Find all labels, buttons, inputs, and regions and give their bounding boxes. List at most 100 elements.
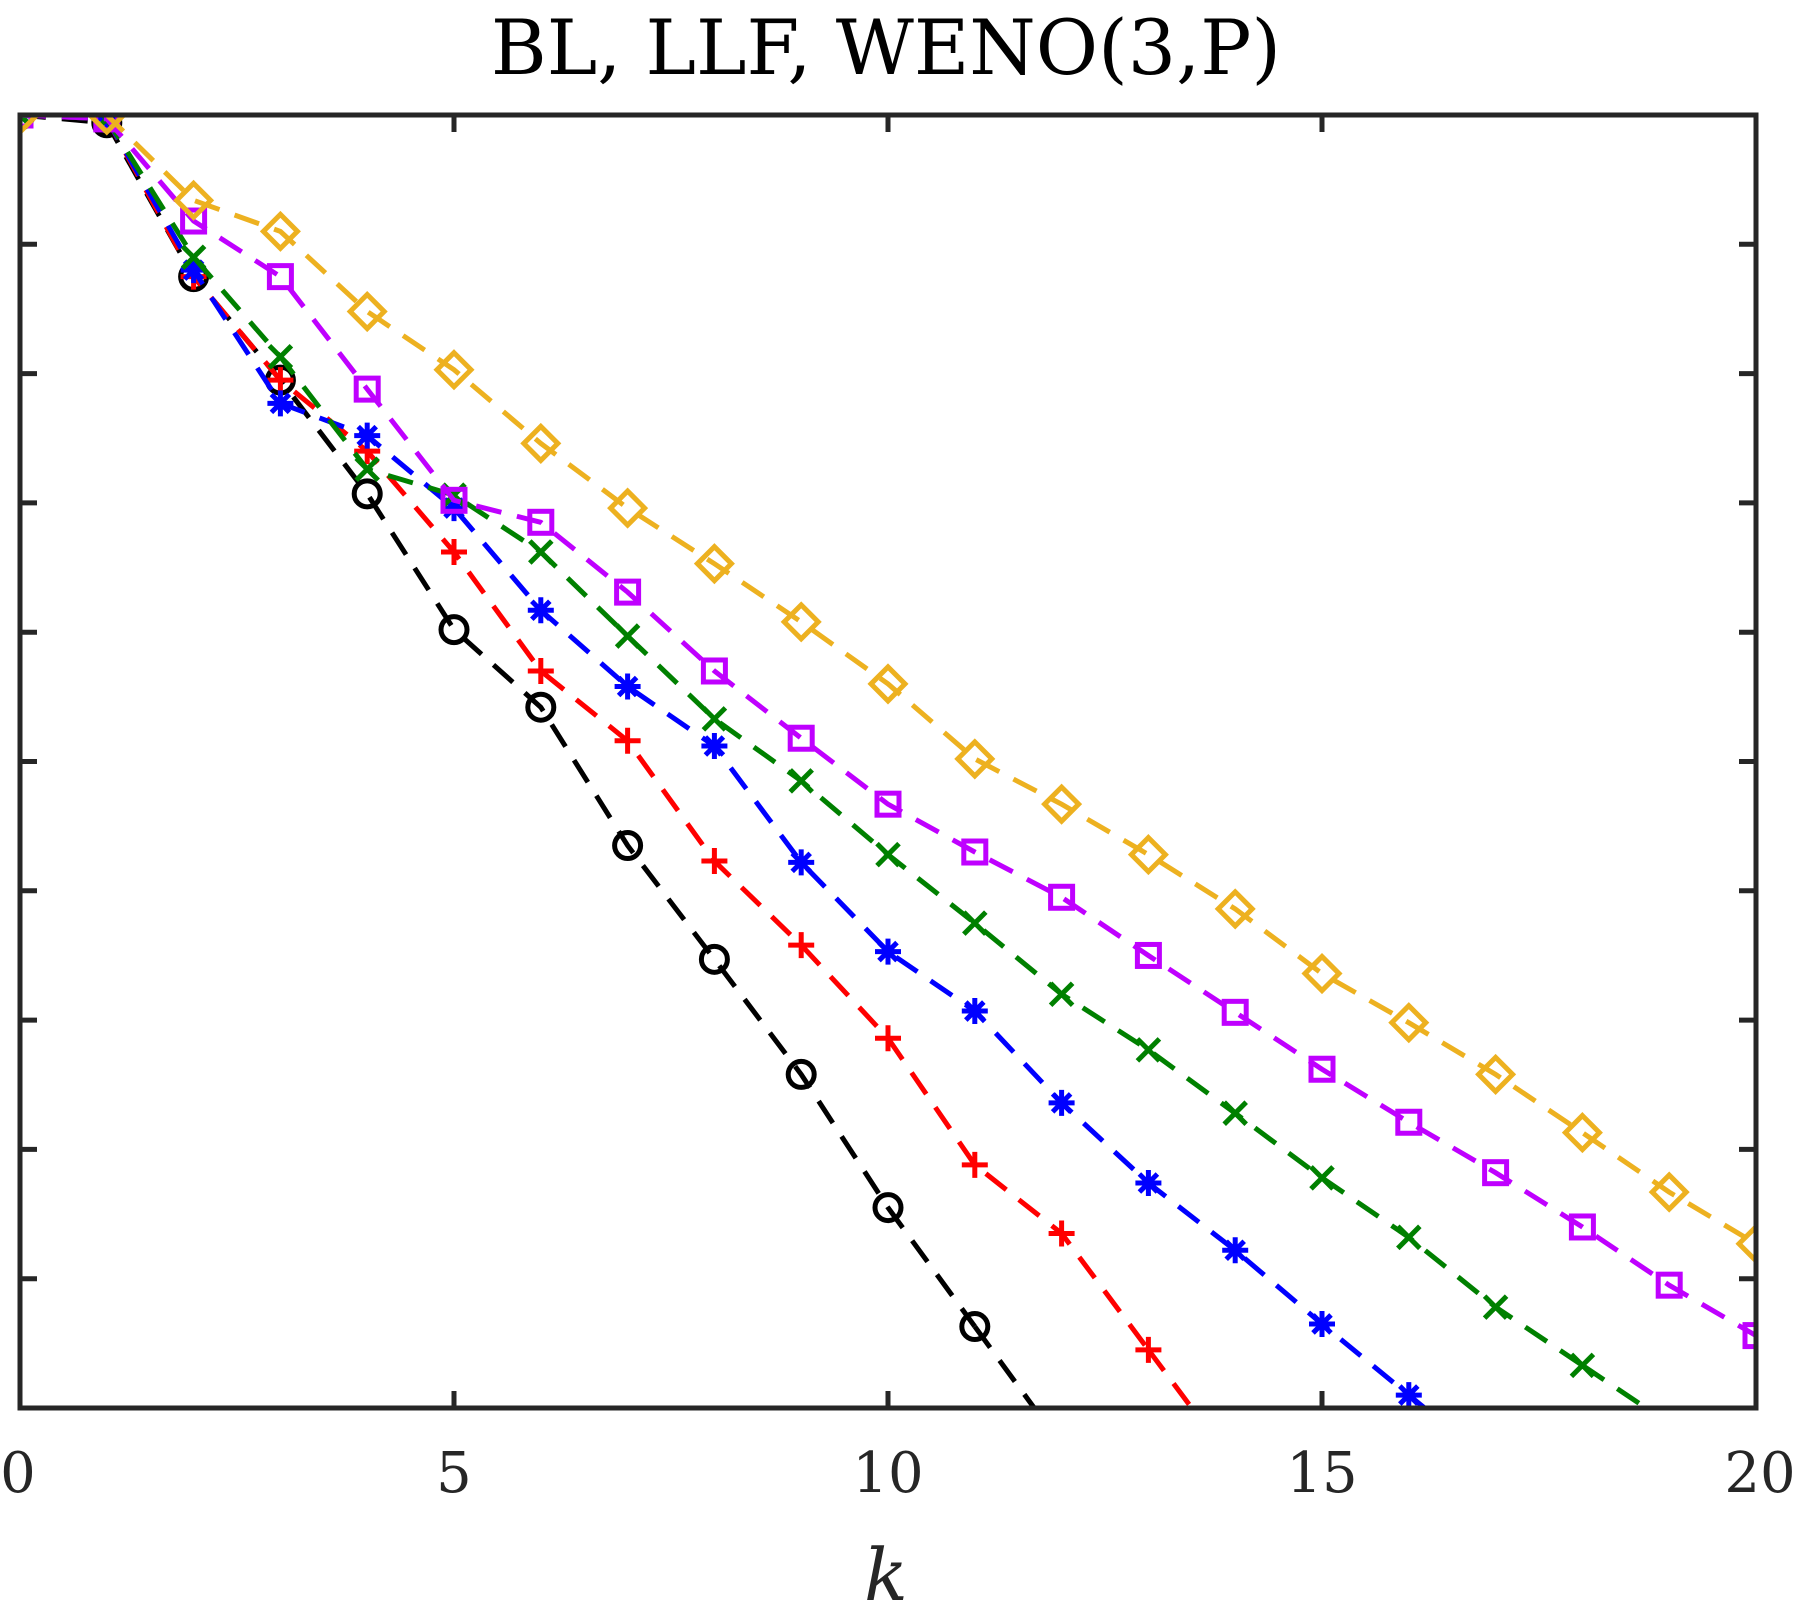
data-point-s0-4 [351, 478, 383, 510]
series-tail-2 [1407, 1393, 1429, 1408]
data-point-s5-15 [1301, 953, 1343, 995]
series-0 [20, 115, 1038, 1408]
data-point-s3-10 [875, 841, 901, 868]
data-point-s1-11 [961, 1151, 988, 1178]
data-point-s2-4 [354, 422, 381, 449]
data-point-s5-8 [693, 543, 735, 585]
data-point-s5-2 [173, 179, 215, 221]
data-point-s4-20 [1742, 1322, 1756, 1350]
data-point-s4-13 [1134, 941, 1162, 969]
series-line-5 [20, 115, 1756, 1246]
data-point-s4-10 [874, 790, 902, 818]
data-point-s5-1 [86, 115, 128, 136]
data-point-s4-15 [1308, 1055, 1336, 1083]
data-point-s2-14 [1222, 1237, 1249, 1264]
data-point-s4-9 [787, 724, 815, 752]
data-point-s5-7 [607, 487, 649, 529]
data-point-s5-13 [1127, 834, 1169, 876]
series-line-3 [20, 115, 1584, 1368]
data-point-s4-12 [1048, 883, 1076, 911]
data-point-s5-9 [780, 601, 822, 643]
data-point-s4-6 [527, 508, 555, 536]
data-point-s5-4 [346, 291, 388, 333]
data-point-s5-12 [1041, 783, 1083, 825]
plot-area [20, 115, 1756, 1408]
data-point-s1-6 [527, 657, 554, 684]
data-point-s5-16 [1388, 1002, 1430, 1044]
data-point-s4-17 [1482, 1159, 1510, 1187]
data-point-s2-11 [961, 998, 988, 1025]
data-point-s3-4 [354, 456, 380, 483]
series-line-0 [20, 115, 977, 1328]
data-point-s0-7 [612, 830, 644, 862]
data-point-s5-11 [954, 738, 996, 780]
series-3 [20, 115, 1651, 1408]
series-line-1 [20, 115, 1151, 1352]
data-point-s4-2 [180, 207, 208, 235]
series-4 [20, 115, 1756, 1350]
data-point-s2-10 [875, 938, 901, 965]
data-point-s0-11 [959, 1311, 991, 1343]
data-point-s0-10 [872, 1192, 904, 1224]
data-point-s0-9 [785, 1058, 817, 1090]
data-point-s2-9 [788, 849, 815, 876]
data-point-s0-6 [525, 691, 557, 723]
data-point-s1-10 [875, 1025, 901, 1052]
data-point-s4-4 [353, 375, 381, 403]
data-point-s5-6 [520, 422, 562, 464]
data-point-s2-3 [267, 390, 294, 417]
data-point-s1-7 [614, 727, 641, 754]
x-tick-label: 15 [1286, 1441, 1357, 1506]
data-point-s1-13 [1135, 1336, 1162, 1363]
series-tail-0 [972, 1325, 1038, 1408]
x-tick-label: 0 [0, 1441, 36, 1506]
data-point-s4-3 [266, 263, 294, 291]
data-point-s5-3 [259, 210, 301, 252]
data-point-s3-16 [1396, 1224, 1422, 1251]
series-tail-3 [1581, 1363, 1651, 1408]
data-point-s1-12 [1048, 1220, 1075, 1247]
data-point-s2-13 [1135, 1170, 1162, 1197]
data-point-s2-12 [1048, 1089, 1075, 1116]
data-point-s1-5 [441, 539, 467, 566]
data-point-s1-9 [788, 932, 815, 959]
data-point-s4-11 [961, 838, 989, 866]
data-point-s4-16 [1395, 1108, 1423, 1136]
chart-title: BL, LLF, WENO(3,P) [491, 3, 1281, 92]
data-point-s3-15 [1309, 1165, 1335, 1191]
data-point-s4-19 [1655, 1271, 1683, 1299]
data-point-s2-15 [1309, 1310, 1335, 1337]
data-point-s3-7 [614, 623, 641, 649]
data-point-s4-5 [440, 486, 468, 514]
x-tick-label: 5 [436, 1441, 472, 1506]
data-point-s2-2 [180, 257, 207, 284]
data-point-s5-10 [867, 663, 909, 705]
data-point-s5-20 [1735, 1223, 1756, 1265]
series-2 [20, 115, 1429, 1408]
data-point-s3-17 [1482, 1294, 1509, 1320]
data-point-s3-3 [267, 344, 294, 370]
data-point-s3-11 [962, 910, 988, 936]
data-point-s2-8 [701, 732, 728, 759]
data-point-s5-19 [1648, 1171, 1690, 1213]
data-point-s4-14 [1221, 998, 1249, 1026]
data-point-s4-18 [1568, 1213, 1596, 1241]
data-point-s1-8 [701, 848, 728, 875]
series-5 [20, 115, 1756, 1265]
data-point-s1-3 [267, 367, 294, 394]
data-point-s3-14 [1222, 1100, 1248, 1126]
x-axis-label: k [864, 1533, 908, 1617]
data-point-s0-5 [438, 614, 470, 646]
series-line-4 [20, 115, 1756, 1338]
data-point-s4-8 [700, 657, 728, 685]
data-point-s2-7 [614, 673, 641, 700]
axes: 0 5 10 15 20 [0, 112, 1794, 1506]
data-point-s3-13 [1135, 1037, 1162, 1063]
data-point-s4-7 [614, 578, 642, 606]
axes-box [17, 112, 1759, 1411]
data-point-s5-5 [433, 349, 475, 391]
x-tick-label: 20 [1724, 1441, 1794, 1506]
data-point-s5-14 [1214, 888, 1256, 930]
x-tick-label: 10 [852, 1441, 923, 1506]
series-1 [20, 115, 1195, 1408]
